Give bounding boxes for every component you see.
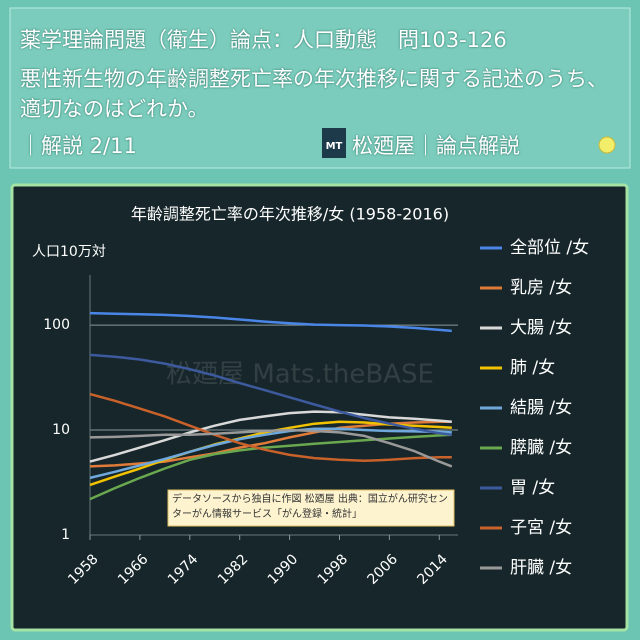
annotation: データソースから独自に作図 松廼屋 出典：国立がん研究センターがん情報サービス「…	[172, 494, 448, 520]
legend-label: 胃 /女	[510, 478, 555, 498]
y-axis-label: 人口10万対	[32, 244, 106, 260]
legend-label: 乳房 /女	[510, 278, 572, 298]
statement: 悪性新生物の年齢調整死亡率の年次推移に関する記述のうち、適切なのはどれか。	[20, 67, 608, 121]
series-line	[89, 410, 452, 463]
logo-text: MT	[326, 141, 343, 152]
header-panel	[9, 7, 631, 169]
logo-box	[322, 128, 346, 158]
annotation-text: データソースから独自に作図 松廼屋 出典：国立がん研究センターがん情報サービス「…	[172, 494, 448, 520]
question: 薬学理論問題（衛生）論点：人口動態 問103-126	[20, 28, 507, 52]
y-tick-label: 10	[52, 422, 70, 438]
y-tick-label: 100	[43, 317, 70, 333]
legend-label: 大腸 /女	[510, 318, 572, 338]
series-line	[89, 433, 452, 501]
series-line	[89, 353, 452, 437]
indicator	[598, 136, 616, 154]
annotation-box	[167, 489, 455, 527]
y-tick-label: 1	[61, 527, 70, 543]
series-line	[89, 392, 452, 462]
legend-label: 子宮 /女	[510, 518, 572, 538]
series-line	[89, 311, 452, 333]
legend-label: 全部位 /女	[510, 238, 589, 258]
legend-label: 膵臓 /女	[510, 438, 572, 458]
brand: 松廼屋｜論点解説	[352, 134, 520, 158]
legend-label: 肝臓 /女	[510, 558, 572, 578]
series-line	[89, 427, 452, 480]
chart-background	[10, 183, 629, 632]
legend-label: 結腸 /女	[510, 398, 572, 418]
legend-label: 肺 /女	[510, 358, 555, 378]
page-indicator: ｜解説 2/11	[20, 134, 137, 158]
series-line	[89, 428, 453, 468]
chart-title: 年齢調整死亡率の年次推移/女 (1958-2016)	[131, 205, 449, 224]
